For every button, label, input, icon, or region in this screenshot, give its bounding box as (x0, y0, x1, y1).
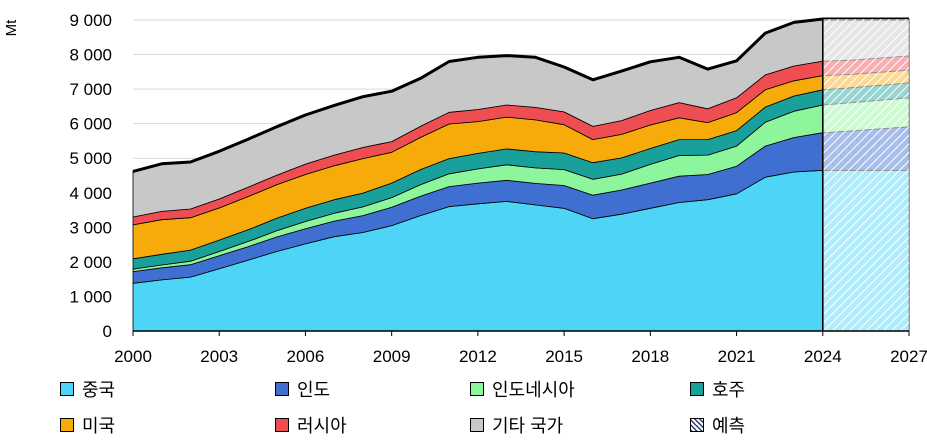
x-tick-label-5: 2015 (545, 347, 583, 366)
y-tick-label-2: 2 000 (69, 253, 112, 272)
legend-label-5: 러시아 (297, 416, 347, 436)
x-tick-label-4: 2012 (459, 347, 497, 366)
legend-label-0: 중국 (82, 380, 116, 400)
y-tick-label-7: 7 000 (69, 80, 112, 99)
forecast-overlay (821, 18, 909, 331)
legend-swatch-5 (275, 418, 289, 432)
y-axis-label: Mt (3, 19, 20, 36)
legend-item-6: 기타 국가 (470, 412, 563, 438)
total-line (132, 17, 909, 173)
legend-label-2: 인도네시아 (492, 380, 575, 400)
x-tick-label-9: 2027 (890, 347, 927, 366)
x-tick-label-3: 2009 (373, 347, 411, 366)
y-tick-label-1: 1 000 (69, 287, 112, 306)
forecast-hatch (822, 19, 909, 331)
y-tick-label-9: 9 000 (69, 11, 112, 30)
chart: 0 1 000 2 000 3 000 4 000 5 000 6 000 7 000 8 00… (3, 11, 927, 366)
x-tick-label-7: 2021 (718, 347, 756, 366)
legend-label-1: 인도 (297, 380, 331, 400)
legend-swatch-2 (470, 382, 484, 396)
x-tick-label-1: 2003 (200, 347, 238, 366)
stacked-areas (132, 17, 910, 332)
legend-item-7: 예측 (690, 412, 745, 438)
legend-item-3: 호주 (690, 376, 745, 402)
y-tick-label-0: 0 (103, 322, 112, 341)
x-tick-label-2: 2006 (287, 347, 325, 366)
legend-label-4: 미국 (82, 416, 116, 436)
y-tick-label-8: 8 000 (69, 46, 112, 65)
x-tick-label-6: 2018 (631, 347, 669, 366)
x-tick-label-0: 2000 (114, 347, 152, 366)
legend-swatch-1 (275, 382, 289, 396)
axes (132, 330, 910, 336)
legend-item-5: 러시아 (275, 412, 347, 438)
x-tick-label-8: 2024 (804, 347, 842, 366)
tick-labels: 0 1 000 2 000 3 000 4 000 5 000 6 000 7 000 8 00… (69, 11, 927, 366)
y-tick-label-5: 5 000 (69, 149, 112, 168)
y-tick-label-3: 3 000 (69, 218, 112, 237)
legend-label-7: 예측 (712, 416, 746, 436)
legend-swatch-4 (60, 418, 74, 432)
legend-label-6: 기타 국가 (492, 416, 564, 436)
legend-item-1: 인도 (275, 376, 330, 402)
y-tick-label-4: 4 000 (69, 184, 112, 203)
legend-item-2: 인도네시아 (470, 376, 575, 402)
legend-swatch-0 (60, 382, 74, 396)
legend-swatch-6 (470, 418, 484, 432)
legend-label-3: 호주 (712, 380, 746, 400)
y-tick-label-6: 6 000 (69, 115, 112, 134)
legend-item-0: 중국 (60, 376, 115, 402)
legend-swatch-7 (690, 418, 704, 432)
legend-swatch-3 (690, 382, 704, 396)
legend-item-4: 미국 (60, 412, 115, 438)
